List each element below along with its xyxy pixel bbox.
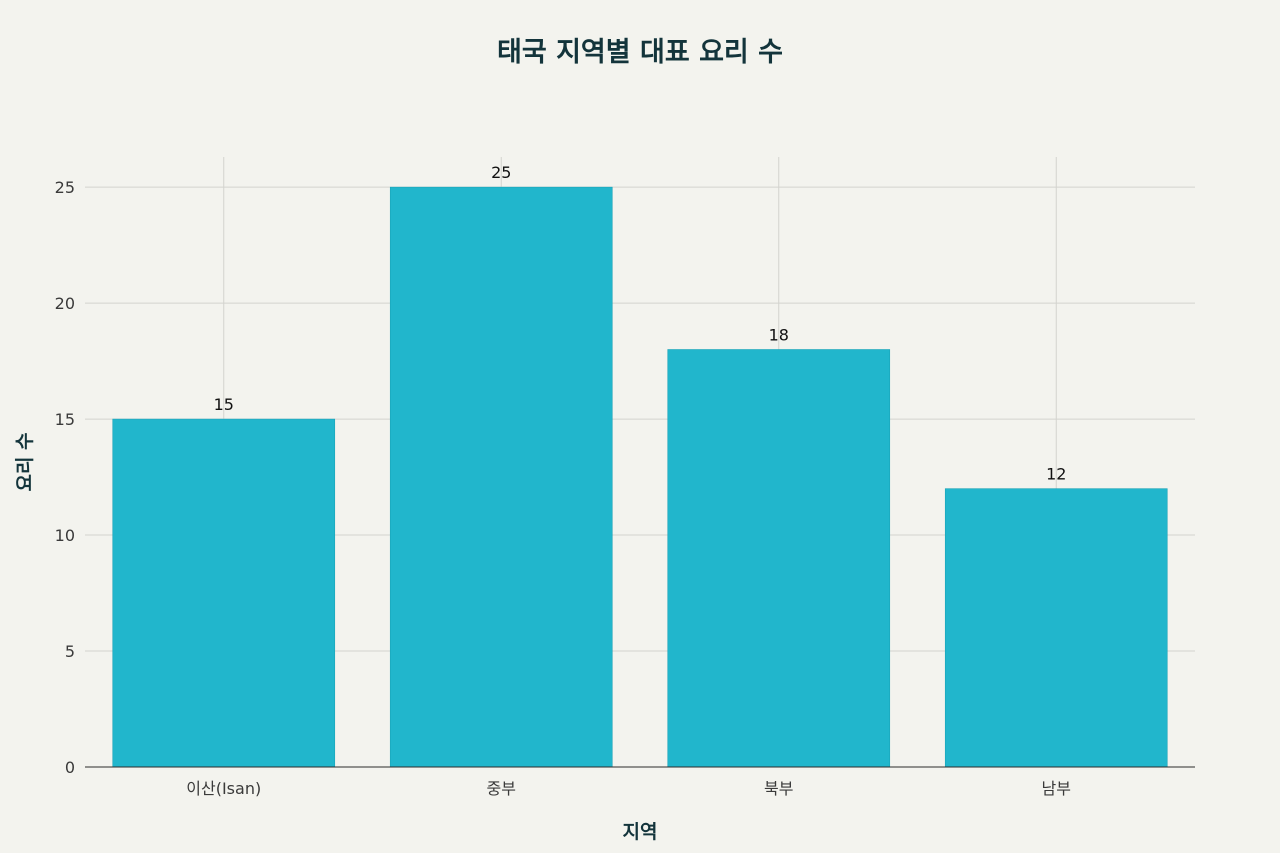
x-tick-label: 이산(Isan) (186, 779, 261, 798)
data-label: 18 (769, 326, 789, 345)
bar (112, 418, 336, 768)
data-label: 12 (1046, 465, 1066, 484)
y-tick-label: 10 (55, 526, 75, 545)
y-tick-label: 15 (55, 410, 75, 429)
bar (667, 349, 891, 768)
bar-layer (112, 186, 1168, 768)
x-tick-label: 북부 (764, 779, 793, 798)
y-tick-label: 25 (55, 178, 75, 197)
x-axis-title: 지역 (623, 821, 658, 843)
chart-title: 태국 지역별 대표 요리 수 (497, 37, 783, 68)
y-tick-label: 0 (65, 758, 75, 777)
y-tick-label: 5 (65, 642, 75, 661)
x-tick-label: 남부 (1042, 779, 1071, 798)
y-tick-label: 20 (55, 294, 75, 313)
data-label: 25 (491, 163, 511, 182)
x-tick-label: 중부 (487, 779, 516, 798)
bar (944, 488, 1168, 768)
data-label: 15 (214, 395, 234, 414)
label-layer: 0 5 10 15 20 25 15 이산(Isan) 25 중부 18 북부 12 남부 (55, 163, 1071, 798)
y-axis-title: 요리 수 (14, 432, 36, 491)
bar (389, 186, 613, 768)
